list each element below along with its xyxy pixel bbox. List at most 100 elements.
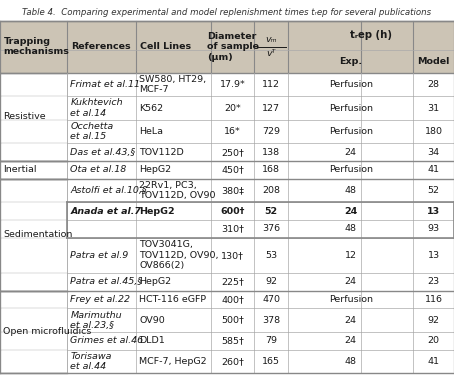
Text: 31: 31 bbox=[428, 104, 439, 113]
Bar bbox=[0, 144, 454, 161]
Text: 130†: 130† bbox=[221, 251, 244, 260]
Text: Cell Lines: Cell Lines bbox=[140, 42, 191, 51]
Text: Patra et al.45,§: Patra et al.45,§ bbox=[70, 277, 143, 287]
Text: 24: 24 bbox=[345, 336, 357, 345]
Text: Marimuthu
et al.23,§: Marimuthu et al.23,§ bbox=[70, 311, 122, 330]
Text: 13: 13 bbox=[428, 251, 439, 260]
Text: TOV3041G,
TOV112D, OV90,
OV866(2): TOV3041G, TOV112D, OV90, OV866(2) bbox=[139, 241, 219, 270]
Text: 52: 52 bbox=[428, 186, 439, 195]
Text: 470: 470 bbox=[262, 295, 280, 304]
Text: 53: 53 bbox=[265, 251, 277, 260]
Bar bbox=[0, 273, 454, 291]
Bar bbox=[0, 349, 454, 373]
Text: 208: 208 bbox=[262, 186, 280, 195]
Text: 378: 378 bbox=[262, 316, 280, 325]
Text: Resistive: Resistive bbox=[3, 112, 46, 121]
Text: 20*: 20* bbox=[224, 104, 241, 113]
Text: vₘ: vₘ bbox=[266, 35, 277, 44]
Text: Perfusion: Perfusion bbox=[329, 80, 373, 89]
Text: Ota et al.18: Ota et al.18 bbox=[70, 166, 127, 175]
Text: Model: Model bbox=[417, 57, 450, 66]
Text: 168: 168 bbox=[262, 166, 280, 175]
Bar bbox=[0, 291, 67, 373]
Text: 13: 13 bbox=[427, 207, 440, 216]
Text: 41: 41 bbox=[428, 166, 439, 175]
Bar bbox=[0, 332, 454, 349]
Text: 500†: 500† bbox=[221, 316, 244, 325]
Text: 17.9*: 17.9* bbox=[220, 80, 246, 89]
Text: Occhetta
et al.15: Occhetta et al.15 bbox=[70, 122, 114, 141]
Text: 92: 92 bbox=[428, 316, 439, 325]
Text: DLD1: DLD1 bbox=[139, 336, 165, 345]
Text: HepG2: HepG2 bbox=[139, 277, 172, 287]
Text: HepG2: HepG2 bbox=[139, 166, 172, 175]
Text: Patra et al.9: Patra et al.9 bbox=[70, 251, 128, 260]
Bar bbox=[0, 202, 454, 220]
Text: Torisawa
et al.44: Torisawa et al.44 bbox=[70, 352, 112, 371]
Text: 52: 52 bbox=[265, 207, 278, 216]
Text: Exp.: Exp. bbox=[339, 57, 362, 66]
Bar bbox=[0, 161, 454, 179]
Text: 585†: 585† bbox=[221, 336, 244, 345]
Text: 127: 127 bbox=[262, 104, 280, 113]
Text: Frimat et al.11: Frimat et al.11 bbox=[70, 80, 140, 89]
Bar bbox=[0, 50, 288, 51]
Bar bbox=[0, 21, 454, 73]
Text: Trapping
mechanisms: Trapping mechanisms bbox=[4, 37, 69, 57]
Text: 28: 28 bbox=[428, 80, 439, 89]
Bar bbox=[0, 73, 454, 97]
Text: 260†: 260† bbox=[221, 357, 244, 366]
Text: 79: 79 bbox=[265, 336, 277, 345]
Text: SW580, HT29,
MCF-7: SW580, HT29, MCF-7 bbox=[139, 75, 207, 94]
Text: Kukhtevich
et al.14: Kukhtevich et al.14 bbox=[70, 98, 123, 118]
Text: 165: 165 bbox=[262, 357, 280, 366]
Bar bbox=[0, 97, 454, 120]
Text: Sedimentation: Sedimentation bbox=[3, 230, 73, 239]
Text: 600†: 600† bbox=[221, 207, 245, 216]
Text: tᵣep (h): tᵣep (h) bbox=[350, 31, 392, 40]
Bar bbox=[0, 179, 67, 291]
Text: Inertial: Inertial bbox=[3, 166, 37, 175]
Text: HepG2: HepG2 bbox=[139, 207, 175, 216]
Text: Grimes et al.46: Grimes et al.46 bbox=[70, 336, 143, 345]
Text: Perfusion: Perfusion bbox=[329, 295, 373, 304]
Text: 48: 48 bbox=[345, 186, 357, 195]
Bar bbox=[0, 291, 454, 308]
Text: 450†: 450† bbox=[221, 166, 244, 175]
Text: 20: 20 bbox=[428, 336, 439, 345]
Text: MCF-7, HepG2: MCF-7, HepG2 bbox=[139, 357, 207, 366]
Text: 310†: 310† bbox=[221, 224, 244, 233]
Text: 24: 24 bbox=[345, 277, 357, 287]
Text: Astolfi et al.10,§: Astolfi et al.10,§ bbox=[70, 186, 147, 195]
Bar bbox=[0, 308, 454, 332]
Text: Perfusion: Perfusion bbox=[329, 166, 373, 175]
Text: vᵀ: vᵀ bbox=[266, 49, 276, 58]
Bar bbox=[0, 179, 454, 202]
Bar bbox=[0, 161, 67, 179]
Text: 729: 729 bbox=[262, 127, 280, 136]
Text: Anada et al.7: Anada et al.7 bbox=[70, 207, 141, 216]
Text: 41: 41 bbox=[428, 357, 439, 366]
Text: 376: 376 bbox=[262, 224, 280, 233]
Text: 92: 92 bbox=[265, 277, 277, 287]
Bar bbox=[0, 238, 454, 273]
Text: K562: K562 bbox=[139, 104, 163, 113]
Text: 380‡: 380‡ bbox=[221, 186, 244, 195]
Text: Das et al.43,§: Das et al.43,§ bbox=[70, 148, 135, 157]
Bar bbox=[0, 73, 67, 161]
Text: 16*: 16* bbox=[224, 127, 241, 136]
Text: HCT-116 eGFP: HCT-116 eGFP bbox=[139, 295, 207, 304]
Text: 24: 24 bbox=[344, 207, 357, 216]
Text: References: References bbox=[71, 42, 130, 51]
Text: Diameter
of sample
(μm): Diameter of sample (μm) bbox=[207, 32, 259, 62]
Bar bbox=[0, 220, 454, 238]
Text: 22Rv1, PC3,
TOV112D, OV90: 22Rv1, PC3, TOV112D, OV90 bbox=[139, 181, 216, 200]
Text: 225†: 225† bbox=[221, 277, 244, 287]
Text: Frey et al.22: Frey et al.22 bbox=[70, 295, 130, 304]
Text: Perfusion: Perfusion bbox=[329, 127, 373, 136]
Text: 180: 180 bbox=[424, 127, 443, 136]
Text: 112: 112 bbox=[262, 80, 280, 89]
Bar bbox=[0, 120, 454, 144]
Text: 24: 24 bbox=[345, 148, 357, 157]
Text: 116: 116 bbox=[424, 295, 443, 304]
